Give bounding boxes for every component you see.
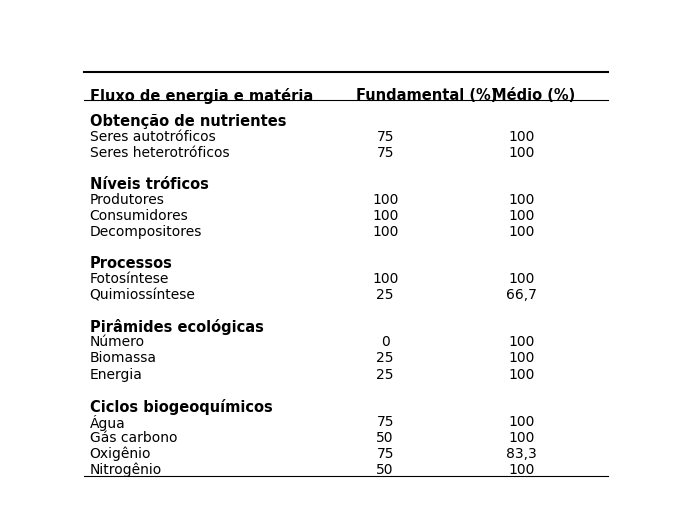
Text: Número: Número <box>90 335 144 349</box>
Text: Consumidores: Consumidores <box>90 209 188 223</box>
Text: 100: 100 <box>508 463 535 477</box>
Text: Fotosíntese: Fotosíntese <box>90 272 169 286</box>
Text: 75: 75 <box>377 447 394 461</box>
Text: 25: 25 <box>377 288 394 302</box>
Text: 100: 100 <box>508 272 535 286</box>
Text: 0: 0 <box>381 335 389 349</box>
Text: 100: 100 <box>508 209 535 223</box>
Text: 100: 100 <box>508 431 535 445</box>
Text: 100: 100 <box>372 272 398 286</box>
Text: Energia: Energia <box>90 368 142 382</box>
Text: Decompositores: Decompositores <box>90 225 202 239</box>
Text: 100: 100 <box>508 193 535 207</box>
Text: 25: 25 <box>377 352 394 366</box>
Text: 100: 100 <box>508 415 535 429</box>
Text: Pirâmides ecológicas: Pirâmides ecológicas <box>90 319 263 335</box>
Text: Biomassa: Biomassa <box>90 352 157 366</box>
Text: 100: 100 <box>508 225 535 239</box>
Text: 50: 50 <box>377 463 394 477</box>
Text: 100: 100 <box>508 129 535 144</box>
Text: 75: 75 <box>377 129 394 144</box>
Text: 100: 100 <box>372 225 398 239</box>
Text: Oxigênio: Oxigênio <box>90 447 151 461</box>
Text: Seres autotróficos: Seres autotróficos <box>90 129 215 144</box>
Text: 100: 100 <box>508 146 535 160</box>
Text: 75: 75 <box>377 146 394 160</box>
Text: Ciclos biogeoquímicos: Ciclos biogeoquímicos <box>90 399 272 415</box>
Text: Produtores: Produtores <box>90 193 165 207</box>
Text: 100: 100 <box>372 209 398 223</box>
Text: 100: 100 <box>508 368 535 382</box>
Text: Níveis tróficos: Níveis tróficos <box>90 177 209 192</box>
Text: 100: 100 <box>508 352 535 366</box>
Text: 100: 100 <box>508 335 535 349</box>
Text: 66,7: 66,7 <box>506 288 537 302</box>
Text: Médio (%): Médio (%) <box>493 88 576 103</box>
Text: Seres heterotróficos: Seres heterotróficos <box>90 146 230 160</box>
Text: Gás carbono: Gás carbono <box>90 431 177 445</box>
Text: Fluxo de energia e matéria: Fluxo de energia e matéria <box>90 88 313 105</box>
Text: Quimiossíntese: Quimiossíntese <box>90 288 196 302</box>
Text: Processos: Processos <box>90 256 173 271</box>
Text: Água: Água <box>90 415 126 431</box>
Text: 25: 25 <box>377 368 394 382</box>
Text: Nitrogênio: Nitrogênio <box>90 463 162 477</box>
Text: Obtenção de nutrientes: Obtenção de nutrientes <box>90 114 286 128</box>
Text: 83,3: 83,3 <box>506 447 537 461</box>
Text: Fundamental (%): Fundamental (%) <box>356 88 497 103</box>
Text: 75: 75 <box>377 415 394 429</box>
Text: 50: 50 <box>377 431 394 445</box>
Text: 100: 100 <box>372 193 398 207</box>
